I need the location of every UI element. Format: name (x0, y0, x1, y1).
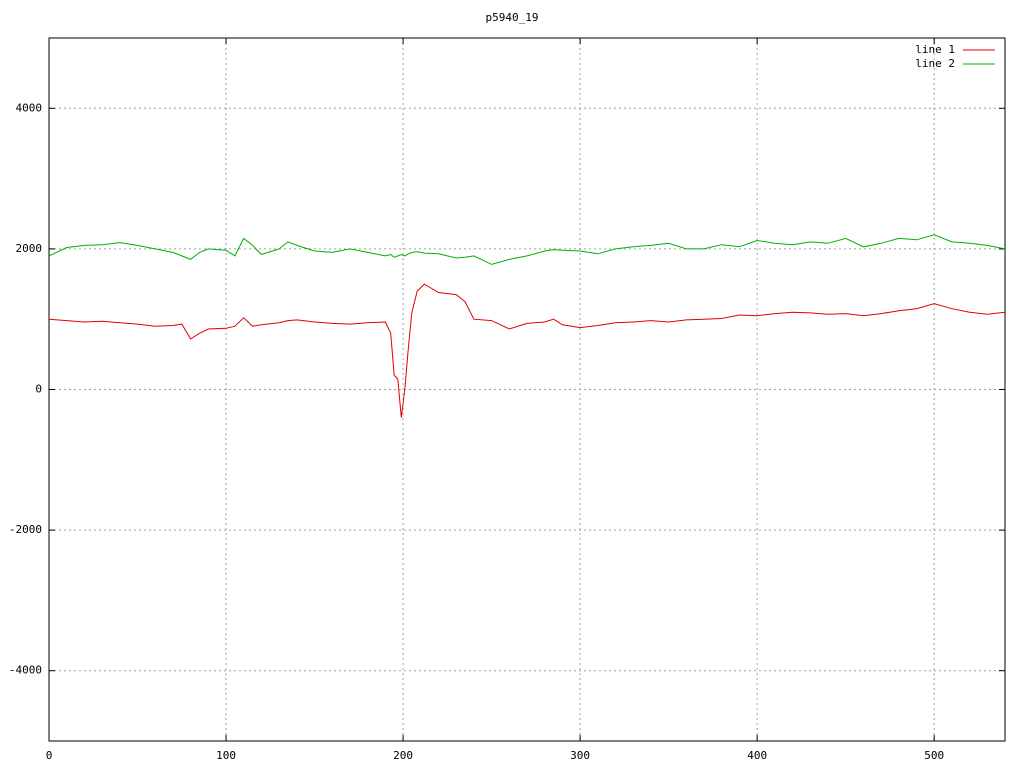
x-tick-label: 200 (393, 749, 413, 762)
y-tick-label: 4000 (16, 101, 43, 114)
y-tick-label: 2000 (16, 242, 43, 255)
data-line (48, 283, 1006, 418)
y-tick-label: 0 (35, 383, 42, 396)
y-tick-label: -2000 (9, 523, 42, 536)
x-tick-label: 400 (747, 749, 767, 762)
x-tick-label: 100 (216, 749, 236, 762)
x-tick-label: 300 (570, 749, 590, 762)
legend-label: line 1 (915, 43, 955, 56)
legend-label: line 2 (915, 57, 955, 70)
y-tick-label: -4000 (9, 664, 42, 677)
data-line (48, 234, 1006, 265)
x-tick-label: 0 (46, 749, 53, 762)
x-tick-label: 500 (924, 749, 944, 762)
plot-frame (48, 37, 1006, 742)
chart-title: p5940_19 (486, 11, 539, 24)
